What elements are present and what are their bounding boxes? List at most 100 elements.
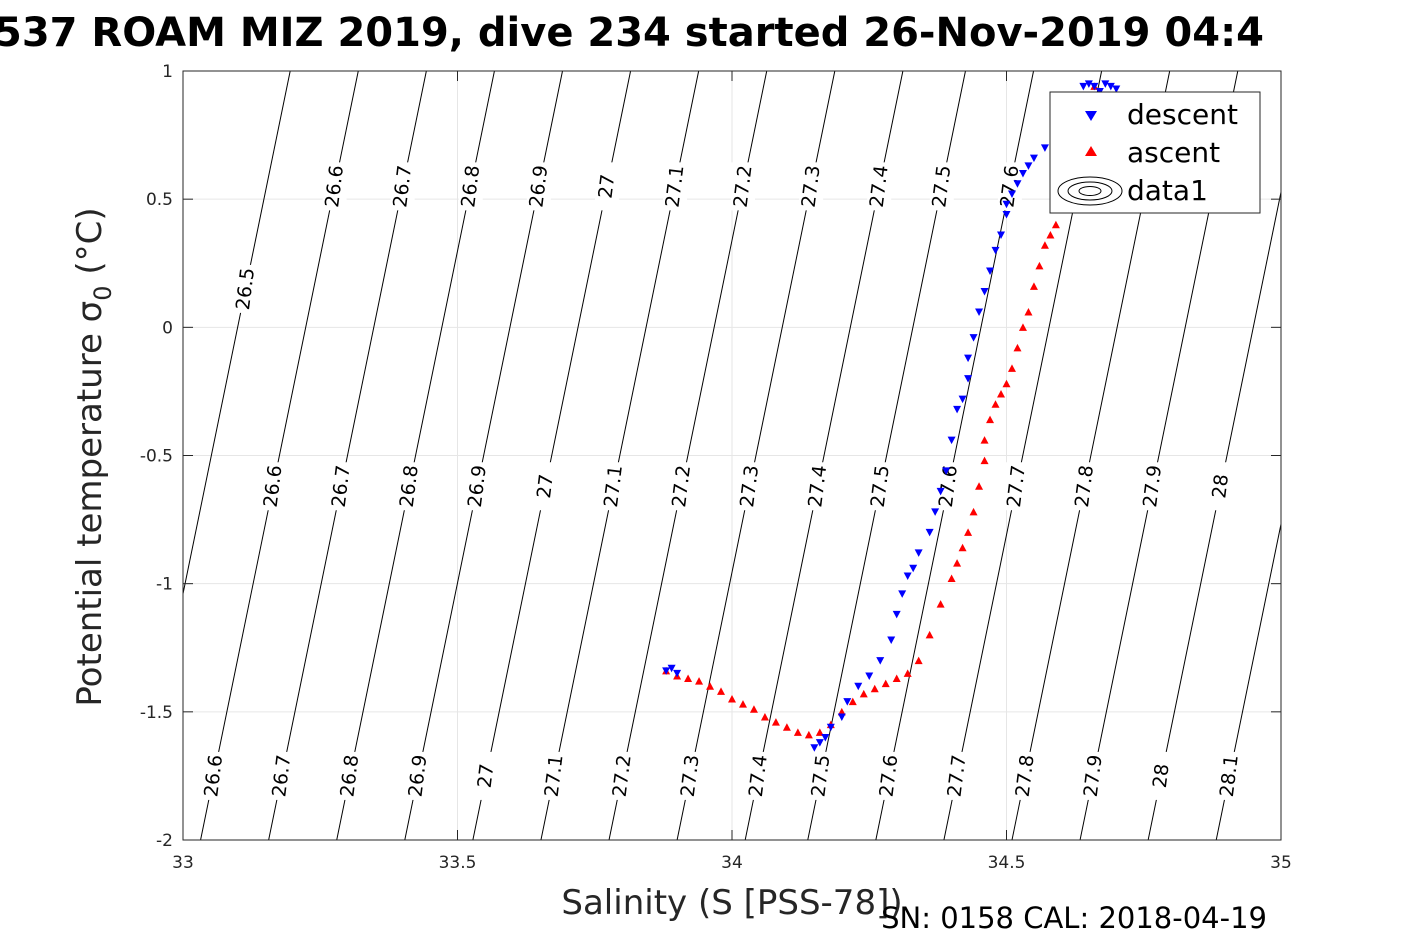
descent-point: [1018, 170, 1027, 178]
ascent-point: [760, 712, 769, 721]
contour-label-27.1: 27.1: [600, 464, 627, 509]
contour-label-27.4: 27.4: [866, 164, 893, 209]
descent-point: [1084, 80, 1093, 88]
y-axis-ticks: -2 -1.5 -1 -0.5 0 0.5 1: [140, 62, 1281, 851]
descent-point: [947, 436, 956, 445]
descent-point: [898, 590, 907, 598]
contour-label-27.9: 27.9: [1139, 464, 1166, 509]
ascent-point: [881, 679, 890, 688]
contour-label-27.7: 27.7: [1003, 464, 1030, 509]
ascent-point: [870, 684, 879, 693]
contour-label-26.6: 26.6: [260, 464, 287, 509]
x-axis-label: Salinity (S [PSS-78]): [561, 883, 902, 923]
descent-point: [1002, 200, 1011, 209]
ascent-point: [975, 482, 984, 490]
descent-point: [997, 231, 1006, 240]
contour-label-26.7: 26.7: [268, 754, 295, 799]
descent-point: [854, 682, 863, 691]
y-tick-label: 0.5: [146, 190, 173, 210]
descent-point: [826, 723, 835, 732]
descent-point: [1101, 80, 1110, 88]
y-tick-label: 1: [162, 62, 173, 82]
descent-point: [1002, 211, 1011, 219]
ascent-point: [717, 687, 726, 695]
contour-label-27.8: 27.8: [1071, 464, 1098, 509]
ascent-point: [793, 728, 802, 736]
x-tick-label: 33: [172, 853, 194, 873]
ascent-point: [728, 695, 736, 703]
legend-box: [1049, 91, 1261, 214]
contour-label-26.5: 26.5: [232, 267, 259, 312]
legend-descent-label: descent: [1127, 98, 1238, 131]
density-contour-labels: 26.5 26.6 26.7 26.8 26.9 27 27.1 27.2 27.3 27.4 27…: [200, 162, 1243, 800]
contour-label-27: 27: [533, 473, 558, 500]
contour-label-27.9: 27.9: [1080, 754, 1107, 799]
footer-serial-calibration: SN: 0158 CAL: 2018-04-19: [881, 901, 1267, 935]
legend-descent-marker: [1085, 111, 1097, 121]
x-tick-label: 35: [1270, 853, 1292, 873]
y-tick-label: 0: [162, 318, 173, 338]
descent-point: [876, 657, 885, 665]
contour-label-27: 27: [595, 173, 620, 200]
contour-label-27.5: 27.5: [928, 164, 955, 209]
contour-label-26.7: 26.7: [328, 464, 355, 509]
x-tick-label: 34: [721, 853, 743, 873]
y-axis-label: Potential temperature σ0 (°C): [70, 207, 117, 706]
ascent-point: [1051, 220, 1060, 229]
ascent-point: [848, 697, 857, 706]
descent-point: [1112, 85, 1121, 93]
ascent-point: [892, 674, 901, 683]
descent-point: [673, 669, 682, 678]
contour-label-27.2: 27.2: [730, 164, 757, 209]
descent-point: [837, 713, 846, 721]
ascent-point: [1002, 379, 1011, 388]
ascent-point: [958, 543, 967, 552]
descent-point: [1079, 82, 1088, 91]
descent-point: [662, 667, 671, 675]
ascent-point: [925, 630, 934, 639]
descent-point: [1013, 180, 1022, 188]
ascent-point: [1024, 307, 1033, 316]
legend: descent ascent data1: [1049, 91, 1261, 214]
descent-point: [953, 405, 962, 414]
contour-label-27.8: 27.8: [1012, 754, 1039, 799]
descent-point: [1106, 82, 1115, 91]
ascent-point: [936, 600, 945, 608]
contour-label-26.6: 26.6: [200, 754, 227, 799]
contour-label-27.4: 27.4: [804, 464, 831, 509]
y-axis-label-unit: (°C): [70, 207, 110, 274]
ascent-point: [706, 682, 715, 690]
descent-point: [821, 733, 830, 742]
descent-point: [975, 308, 984, 316]
ascent-point: [749, 705, 758, 713]
ascent-point: [1046, 231, 1055, 239]
descent-point: [914, 549, 923, 557]
ascent-point: [782, 723, 791, 731]
descent-point: [1040, 144, 1049, 152]
x-tick-label: 33.5: [439, 853, 477, 873]
descent-point: [942, 467, 951, 475]
ascent-point: [1007, 364, 1016, 372]
y-axis-label-symbol: σ: [70, 301, 110, 323]
y-tick-label: -0.5: [140, 447, 173, 467]
descent-point: [991, 246, 1000, 255]
ascent-point: [953, 559, 962, 567]
legend-ascent-marker: [1085, 146, 1097, 156]
x-axis-ticks: 33 33.5 34 34.5 35: [172, 71, 1292, 873]
contour-label-27.1: 27.1: [541, 754, 568, 799]
contour-label-27.1: 27.1: [661, 164, 688, 209]
ascent-point: [903, 669, 912, 677]
chart-title: 537 ROAM MIZ 2019, dive 234 started 26-N…: [0, 10, 1264, 56]
descent-point: [964, 375, 973, 383]
descent-point: [909, 564, 918, 573]
descent-point: [892, 610, 901, 619]
descent-point: [1007, 190, 1016, 199]
ascent-point: [859, 689, 868, 698]
descent-point: [969, 334, 978, 342]
ascent-point: [969, 507, 978, 516]
descent-point: [887, 636, 896, 645]
ascent-point: [1040, 241, 1049, 249]
contour-label-28.1: 28.1: [1216, 754, 1243, 799]
ascent-point: [1035, 261, 1044, 270]
